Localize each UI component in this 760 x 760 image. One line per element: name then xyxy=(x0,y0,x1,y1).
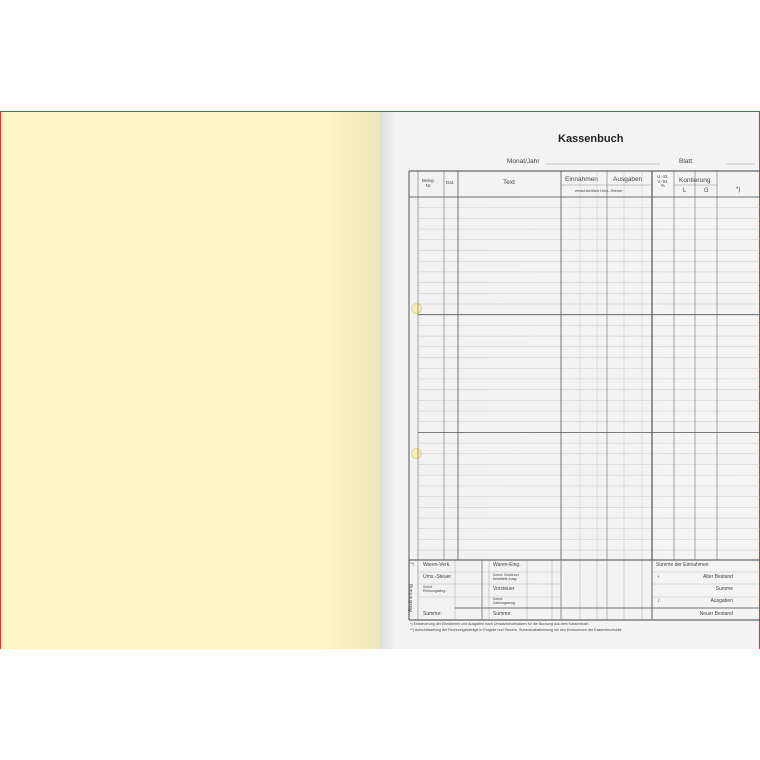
month-year-label: Monat/Jahr xyxy=(507,158,540,165)
summary-right-3: Ausgaben xyxy=(710,598,733,604)
footnote-2: **) Aufschlüsselung der Rechnungsbeträge… xyxy=(410,628,623,632)
header-beleg: Beleg- Nr. xyxy=(422,178,436,188)
form-title: Kassenbuch xyxy=(558,133,624,145)
header-expenses: Ausgaben xyxy=(613,176,643,183)
summary-sign-3: ./. xyxy=(657,598,661,603)
header-text: Text xyxy=(503,179,515,186)
summary-side-mark: **) xyxy=(410,561,415,566)
summary-mid-3: Sonst. Zahlungsausg. xyxy=(493,597,516,605)
header-date: Dat. xyxy=(446,180,455,185)
summary-left-1: Ums.-Steuer xyxy=(423,574,452,580)
summary-mid-2: Vorsteuer xyxy=(493,586,515,592)
summary-mid-0: Waren-Eing. xyxy=(493,562,521,568)
summary-left-0: Waren-Verk. xyxy=(423,562,451,568)
summary-right-2: Summe xyxy=(715,586,733,592)
summary-side-label: Abstimmung xyxy=(408,584,414,612)
punch-hole xyxy=(411,448,422,459)
header-l: L xyxy=(683,188,687,194)
summary-sign-1: + xyxy=(657,574,660,579)
header-note: *) xyxy=(736,187,741,193)
summary-right-4: Neuer Bestand xyxy=(699,611,733,617)
punch-hole xyxy=(411,303,422,314)
summary-right-0: Summe der Einnahmen xyxy=(656,562,709,568)
summary-mid-4: Summe: xyxy=(493,611,512,617)
header-account: Kontierung xyxy=(679,177,711,184)
header-income: Einnahmen xyxy=(565,176,598,183)
footnote-1: *) Einsteuerung der Einnahmen und Ausgab… xyxy=(410,622,590,626)
header-vat: U.-St. V.-St. % xyxy=(657,174,669,188)
header-incl-tax: einschließlich Ums.-Steuer xyxy=(575,188,623,193)
summary-left-4: Summe: xyxy=(423,611,442,617)
summary-left-2: Sonst. Erlösungseing. xyxy=(423,585,447,593)
header-g: G xyxy=(704,188,709,194)
summary-right-1: Alter Bestand xyxy=(702,574,733,580)
summary-mid-1: Sonst. Vorsteuer behaftete Ausg. xyxy=(493,573,519,581)
left-page-yellow xyxy=(0,112,381,649)
sheet-label: Blatt: xyxy=(679,158,694,165)
